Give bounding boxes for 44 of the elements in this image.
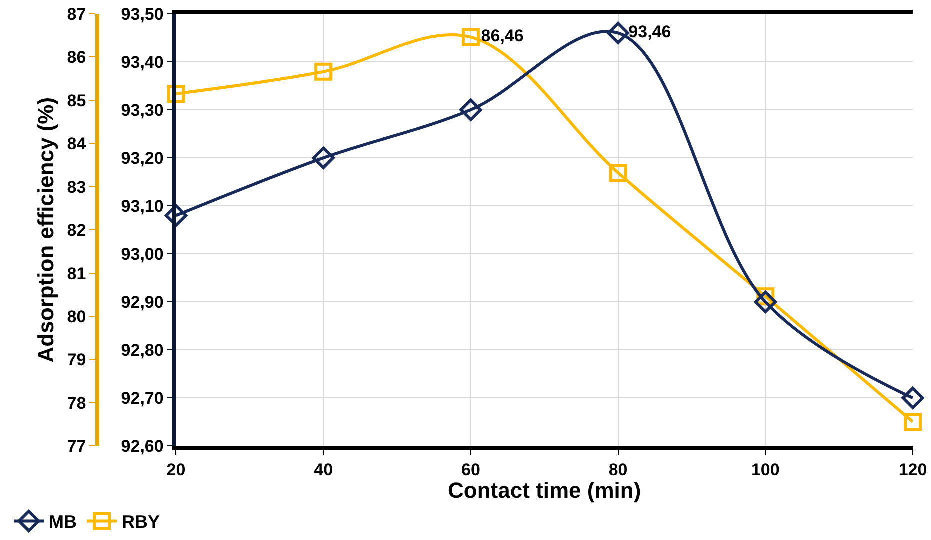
y2-tick-label: 92,80 [121,341,164,360]
y-tick-label: 82 [67,221,86,240]
y2-tick-label: 92,70 [121,389,164,408]
legend-label: RBY [122,512,160,532]
point [167,84,186,103]
x-tick-label: 100 [751,460,780,480]
x-tick-label: 40 [314,460,334,480]
point [314,62,333,81]
y2-tick-label: 93,50 [121,4,164,24]
point [904,413,922,431]
x-tick-label: 60 [461,460,480,480]
y-tick-label: 87 [67,4,86,24]
point [312,146,335,170]
y2-tick-label: 93,10 [121,197,164,216]
y2-tick-label: 93,30 [121,100,164,120]
y-tick-label: 85 [67,91,86,110]
y-tick-label: 78 [67,394,86,413]
x-tick-label: 20 [166,460,186,480]
y2-tick-label: 92,60 [121,437,164,456]
point [460,98,482,122]
y-tick-label: 84 [67,134,87,154]
data-label: 93,46 [628,22,672,42]
y-tick-label: 81 [67,264,86,284]
y2-tick-label: 92,90 [121,293,164,312]
legend-label: MB [49,512,77,532]
y-tick-label: 86 [67,48,86,68]
point [754,290,777,314]
point [607,22,630,44]
y-tick-label: 77 [67,437,86,456]
point [462,28,480,46]
y2-tick-label: 93,20 [121,149,164,168]
point [902,386,924,410]
x-tick-label: 80 [608,460,628,480]
y-tick-label: 79 [67,350,86,370]
y-tick-label: 83 [67,178,86,197]
point [609,164,628,182]
point [164,204,188,227]
y2-tick-label: 93,40 [121,52,164,72]
y-axis-title: Adsorption efficiency (%) [34,97,59,363]
x-tick-label: 120 [898,460,928,480]
data-label: 86,46 [481,26,524,46]
y2-tick-label: 93,00 [121,245,164,264]
y-tick-label: 80 [67,307,86,326]
x-axis-title: Contact time (min) [448,478,642,503]
